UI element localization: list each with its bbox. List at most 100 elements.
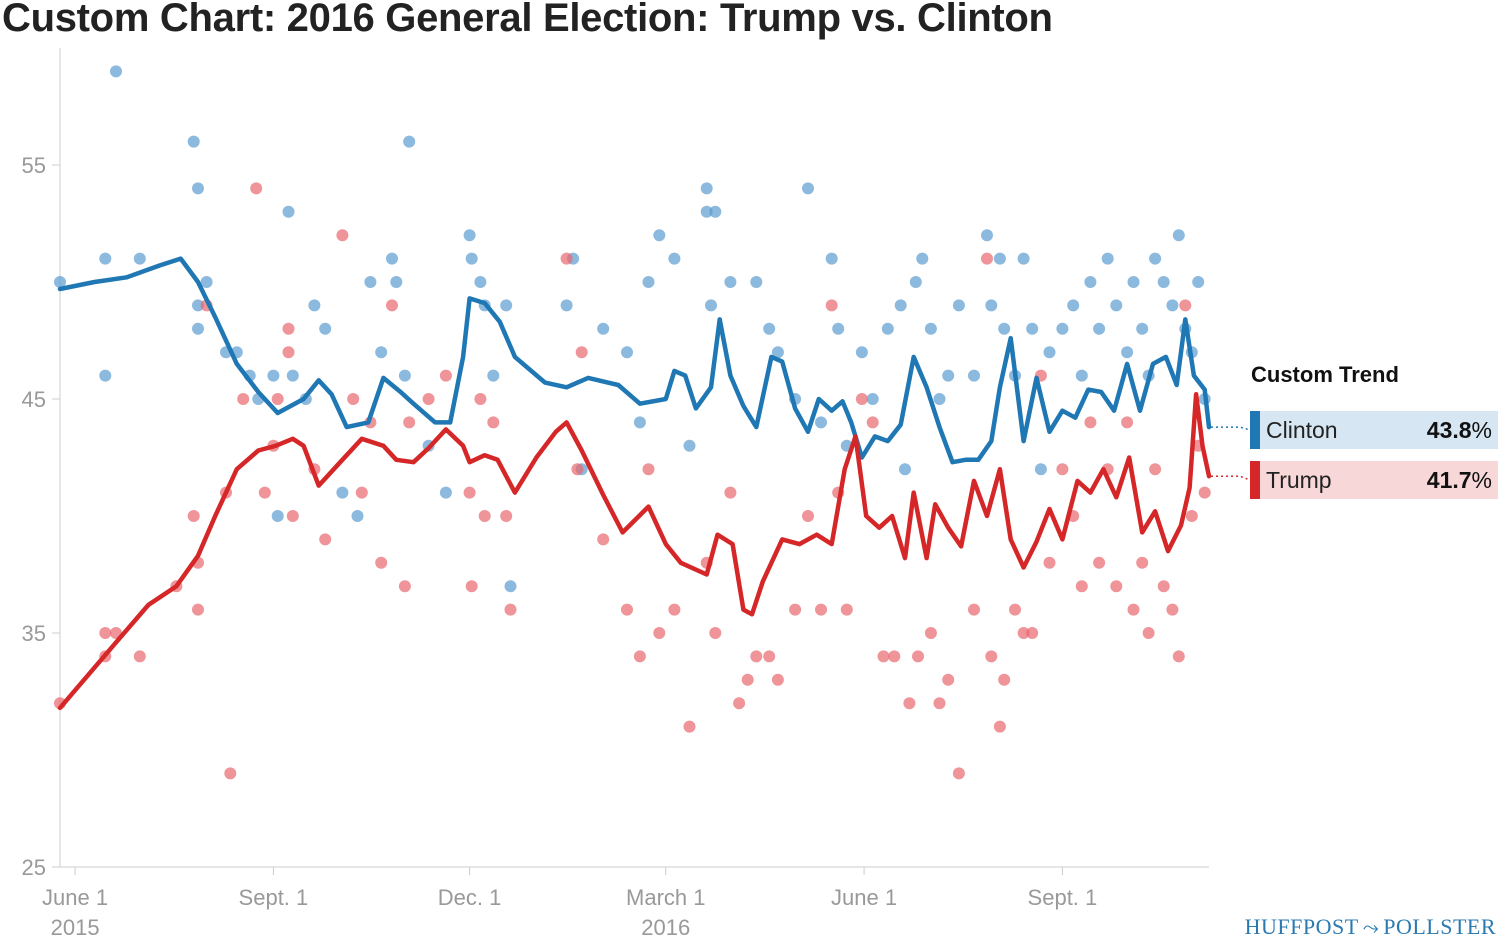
poll-point-trump[interactable] (998, 673, 1011, 686)
poll-point-trump[interactable] (224, 767, 237, 780)
poll-point-clinton[interactable] (99, 369, 112, 382)
poll-point-clinton[interactable] (187, 135, 200, 148)
poll-point-clinton[interactable] (308, 299, 321, 312)
huffpost-pollster-logo[interactable]: HUFFPOST ⤳ POLLSTER (1245, 914, 1496, 940)
poll-point-clinton[interactable] (825, 252, 838, 265)
poll-point-clinton[interactable] (683, 439, 696, 452)
poll-point-clinton[interactable] (1056, 322, 1069, 335)
poll-point-trump[interactable] (993, 720, 1006, 733)
poll-point-clinton[interactable] (1192, 276, 1205, 288)
poll-point-trump[interactable] (877, 650, 890, 663)
poll-point-clinton[interactable] (398, 369, 411, 382)
poll-point-clinton[interactable] (1121, 346, 1134, 359)
poll-point-clinton[interactable] (1067, 299, 1080, 312)
poll-point-clinton[interactable] (192, 322, 204, 335)
poll-point-clinton[interactable] (709, 205, 722, 218)
poll-point-trump[interactable] (1127, 603, 1140, 616)
poll-point-trump[interactable] (504, 603, 517, 616)
poll-point-trump[interactable] (282, 346, 295, 359)
poll-point-trump[interactable] (478, 510, 491, 522)
poll-point-clinton[interactable] (916, 252, 929, 265)
poll-point-trump[interactable] (99, 627, 112, 639)
poll-point-trump[interactable] (258, 486, 271, 499)
poll-point-clinton[interactable] (993, 252, 1006, 265)
poll-point-clinton[interactable] (815, 416, 827, 429)
poll-point-trump[interactable] (286, 510, 299, 522)
poll-point-clinton[interactable] (771, 346, 784, 359)
poll-point-clinton[interactable] (1034, 463, 1047, 476)
poll-point-trump[interactable] (1056, 463, 1069, 476)
poll-point-clinton[interactable] (881, 322, 894, 335)
poll-point-trump[interactable] (683, 720, 696, 733)
poll-point-trump[interactable] (403, 416, 416, 429)
poll-point-trump[interactable] (571, 463, 584, 476)
poll-point-clinton[interactable] (504, 580, 517, 593)
poll-point-clinton[interactable] (668, 252, 681, 265)
poll-point-clinton[interactable] (981, 229, 993, 242)
poll-point-clinton[interactable] (832, 322, 845, 335)
poll-point-clinton[interactable] (998, 322, 1011, 335)
poll-point-trump[interactable] (924, 627, 937, 639)
poll-point-trump[interactable] (1026, 627, 1039, 639)
poll-point-trump[interactable] (825, 299, 838, 312)
poll-point-trump[interactable] (733, 697, 746, 710)
poll-point-clinton[interactable] (750, 276, 763, 288)
poll-point-trump[interactable] (474, 393, 487, 405)
poll-point-trump[interactable] (912, 650, 924, 663)
poll-point-clinton[interactable] (439, 486, 452, 499)
poll-point-clinton[interactable] (465, 252, 478, 265)
poll-point-clinton[interactable] (286, 369, 299, 382)
poll-point-clinton[interactable] (802, 182, 814, 195)
poll-point-trump[interactable] (802, 510, 814, 522)
poll-point-clinton[interactable] (1136, 322, 1149, 335)
poll-point-clinton[interactable] (1157, 276, 1170, 288)
poll-point-trump[interactable] (187, 510, 200, 522)
poll-point-clinton[interactable] (1110, 299, 1123, 312)
poll-point-trump[interactable] (1172, 650, 1185, 663)
poll-point-trump[interactable] (336, 229, 349, 242)
poll-point-trump[interactable] (192, 603, 204, 616)
poll-point-trump[interactable] (347, 393, 360, 405)
poll-point-trump[interactable] (789, 603, 802, 616)
poll-point-trump[interactable] (1185, 510, 1198, 522)
poll-point-clinton[interactable] (271, 510, 284, 522)
poll-point-trump[interactable] (724, 486, 737, 499)
poll-point-clinton[interactable] (192, 182, 204, 195)
poll-point-trump[interactable] (439, 369, 452, 382)
poll-point-trump[interactable] (1017, 627, 1030, 639)
poll-point-clinton[interactable] (653, 229, 666, 242)
poll-point-clinton[interactable] (1075, 369, 1088, 382)
poll-point-clinton[interactable] (500, 299, 513, 312)
poll-point-trump[interactable] (1121, 416, 1134, 429)
poll-point-trump[interactable] (840, 603, 853, 616)
poll-point-clinton[interactable] (133, 252, 146, 265)
poll-point-clinton[interactable] (942, 369, 955, 382)
poll-point-trump[interactable] (1166, 603, 1179, 616)
poll-point-trump[interactable] (968, 603, 980, 616)
poll-point-clinton[interactable] (192, 299, 204, 312)
poll-point-trump[interactable] (1084, 416, 1097, 429)
poll-point-clinton[interactable] (99, 252, 112, 265)
poll-point-clinton[interactable] (933, 393, 946, 405)
poll-point-trump[interactable] (1009, 603, 1021, 616)
poll-point-trump[interactable] (1157, 580, 1170, 593)
poll-point-trump[interactable] (487, 416, 500, 429)
poll-point-trump[interactable] (1198, 486, 1211, 499)
poll-point-trump[interactable] (398, 580, 411, 593)
poll-point-clinton[interactable] (319, 322, 332, 335)
poll-point-clinton[interactable] (463, 229, 476, 242)
poll-point-trump[interactable] (282, 322, 295, 335)
poll-point-trump[interactable] (575, 346, 588, 359)
poll-point-clinton[interactable] (1166, 299, 1179, 312)
poll-point-clinton[interactable] (642, 276, 655, 288)
poll-point-trump[interactable] (653, 627, 666, 639)
poll-point-trump[interactable] (560, 252, 573, 265)
legend-entry-clinton[interactable]: Clinton 43.8% (1250, 411, 1498, 449)
poll-point-trump[interactable] (633, 650, 646, 663)
poll-point-clinton[interactable] (866, 393, 879, 405)
poll-point-clinton[interactable] (110, 65, 122, 78)
poll-point-clinton[interactable] (267, 369, 280, 382)
poll-point-clinton[interactable] (1093, 322, 1106, 335)
poll-point-clinton[interactable] (282, 205, 295, 218)
poll-point-clinton[interactable] (351, 510, 364, 522)
